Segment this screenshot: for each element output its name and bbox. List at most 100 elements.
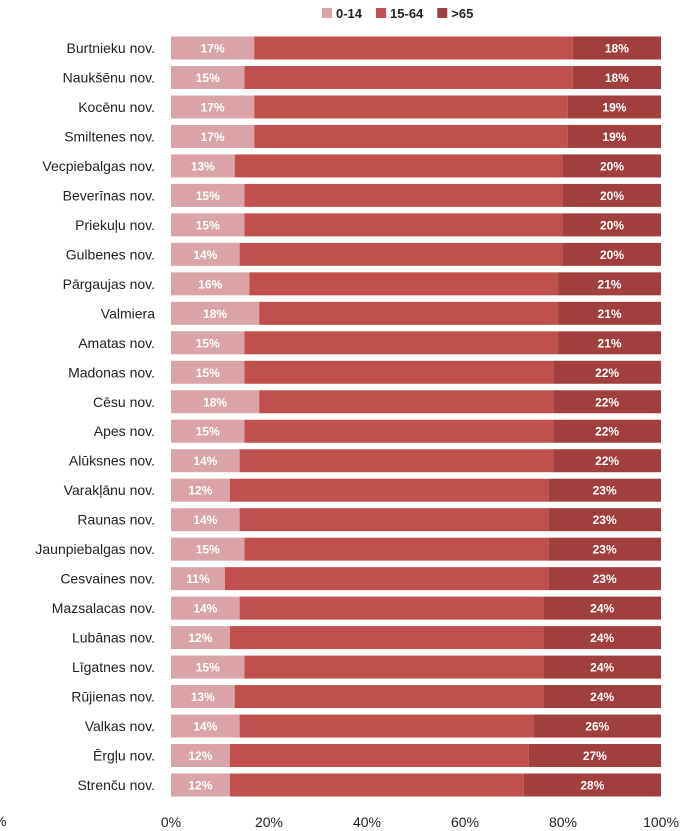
bar-segment-1 [171,478,230,502]
bar-segment-3 [567,124,661,148]
legend-label: >65 [451,6,473,21]
category-label: Kocēnu nov. [78,99,155,115]
bar-segment-3 [553,419,661,443]
bar-segment-2 [254,36,573,60]
bar-segment-1 [171,301,260,325]
bar-segment-2 [244,183,563,207]
bar-segment-3 [558,272,661,296]
bar-segment-1 [171,124,255,148]
legend: 0-14 15-64 >65 [322,6,473,21]
bar-segment-1 [171,95,255,119]
bar-segment-1 [171,744,230,768]
category-label: Līgatnes nov. [72,659,155,675]
data-label: 18% [605,71,629,85]
data-label: 14% [193,513,217,527]
data-label: 11% [186,572,210,586]
bar-segment-3 [533,714,661,738]
data-label: 14% [193,602,217,616]
bar-segment-1 [171,360,245,384]
bar-segment-3 [543,626,661,650]
data-label: 17% [201,130,225,144]
data-label: 23% [593,572,617,586]
bar-segment-3 [553,390,661,414]
bar-segment-2 [244,360,554,384]
data-label: 28% [580,779,604,793]
data-label: 14% [193,248,217,262]
category-label: Gulbenes nov. [66,246,155,262]
bar-segment-2 [239,714,534,738]
bar-segment-1 [171,596,240,620]
x-tick-label: 80% [549,814,577,830]
data-label: 17% [201,100,225,114]
bar-segment-2 [224,567,549,591]
legend-swatch [376,8,387,18]
category-label: Cesvaines nov. [60,571,155,587]
bar-segment-2 [254,124,568,148]
category-label: Valkas nov. [85,718,155,734]
bar-segment-1 [171,655,245,679]
bar-segment-2 [244,419,554,443]
bar-segment-3 [563,154,661,178]
bar-segment-1 [171,449,240,473]
bar-segment-2 [239,449,554,473]
bar-segment-1 [171,272,250,296]
data-label: 23% [593,484,617,498]
legend-label: 15-64 [390,6,424,21]
category-label: Varakļānu nov. [64,482,155,498]
x-tick-label: 0% [161,814,181,830]
category-label: Apes nov. [94,423,155,439]
category-label: Alūksnes nov. [69,453,155,469]
bar-segment-1 [171,183,245,207]
bar-segment-1 [171,537,245,561]
category-label: Ērgļu nov. [93,748,155,764]
data-label: 20% [600,218,624,232]
bar-segment-2 [259,390,554,414]
data-label: 15% [196,336,220,350]
x-tick-label: 60% [451,814,479,830]
data-label: 15% [196,543,220,557]
data-label: 15% [196,189,220,203]
bar-segment-3 [558,331,661,355]
data-label: 22% [595,425,619,439]
bar-segment-3 [548,508,661,532]
data-label: 12% [188,631,212,645]
data-label: 20% [600,159,624,173]
bar-segment-2 [229,744,529,768]
left-edge-percent-label: % [0,813,6,829]
bar-segment-3 [567,95,661,119]
category-label: Lubānas nov. [72,630,155,646]
data-label: 21% [598,336,622,350]
x-tick-label: 20% [255,814,283,830]
data-label: 22% [595,454,619,468]
bar-segment-3 [548,567,661,591]
data-label: 12% [188,484,212,498]
data-label: 15% [196,661,220,675]
data-label: 18% [605,42,629,56]
category-label: Beverīnas nov. [63,187,155,203]
data-label: 24% [590,602,614,616]
bar-segment-2 [239,508,549,532]
category-label: Naukšēnu nov. [63,69,155,85]
bar-segment-1 [171,714,240,738]
bar-segment-3 [553,449,661,473]
x-tick-label: 40% [353,814,381,830]
data-label: 16% [198,277,222,291]
data-label: 19% [602,100,626,114]
category-label: Strenču nov. [77,777,155,793]
legend-swatch [322,8,332,18]
bars: 17% 18% 15% 18% 17% 19% 17% 19% 13% 20% 15% 20% 15% 2… [171,36,661,797]
bar-segment-1 [171,154,235,178]
bar-segment-3 [572,36,661,60]
bar-segment-3 [543,655,661,679]
category-label: Raunas nov. [77,512,155,528]
category-label: Burtnieku nov. [67,40,155,56]
data-label: 20% [600,248,624,262]
bar-segment-2 [244,537,549,561]
bar-segment-1 [171,213,245,237]
data-label: 15% [196,425,220,439]
bar-segment-1 [171,508,240,532]
bar-segment-3 [548,537,661,561]
bar-segment-1 [171,685,235,709]
data-label: 15% [196,366,220,380]
data-label: 14% [193,720,217,734]
